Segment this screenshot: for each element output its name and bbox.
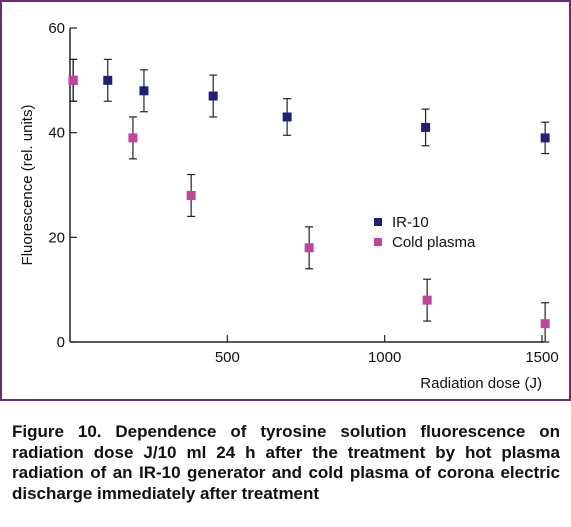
- y-tick-label: 40: [48, 125, 65, 142]
- scatter-chart: 0 20 40 60 500 1000 1500 Radiation dose (J) Fluo…: [19, 20, 559, 392]
- ir-10-point: [103, 75, 113, 85]
- figure-frame: 0 20 40 60 500 1000 1500 Radiation dose (J) Fluo…: [0, 0, 571, 401]
- ir-10-point: [139, 86, 149, 96]
- x-tick-label: 500: [215, 349, 240, 366]
- cold-plasma-point: [540, 319, 550, 329]
- cold-plasma-point: [186, 190, 196, 200]
- y-tick-label: 20: [48, 229, 65, 246]
- ir-10-point: [421, 122, 431, 132]
- ir-10-point: [282, 112, 292, 122]
- ir-10-point: [208, 91, 218, 101]
- x-tick-label: 1000: [368, 349, 401, 366]
- x-axis-title: Radiation dose (J): [420, 375, 542, 392]
- figure-caption: Figure 10. Dependence of tyrosine soluti…: [12, 422, 560, 503]
- legend-marker-ir-10: [374, 218, 382, 226]
- cold-plasma-point: [128, 133, 138, 143]
- legend-label-ir-10: IR-10: [392, 214, 429, 231]
- y-tick-label: 0: [57, 334, 65, 351]
- y-axis-title: Fluorescence (rel. units): [19, 105, 36, 266]
- cold-plasma-point: [68, 75, 78, 85]
- y-tick-label: 60: [48, 20, 65, 37]
- legend-marker-cold-plasma: [374, 238, 382, 246]
- ir-10-point: [540, 133, 550, 143]
- cold-plasma-point: [304, 243, 314, 253]
- cold-plasma-point: [422, 295, 432, 305]
- legend-label-cold-plasma: Cold plasma: [392, 234, 476, 251]
- x-tick-label: 1500: [525, 349, 558, 366]
